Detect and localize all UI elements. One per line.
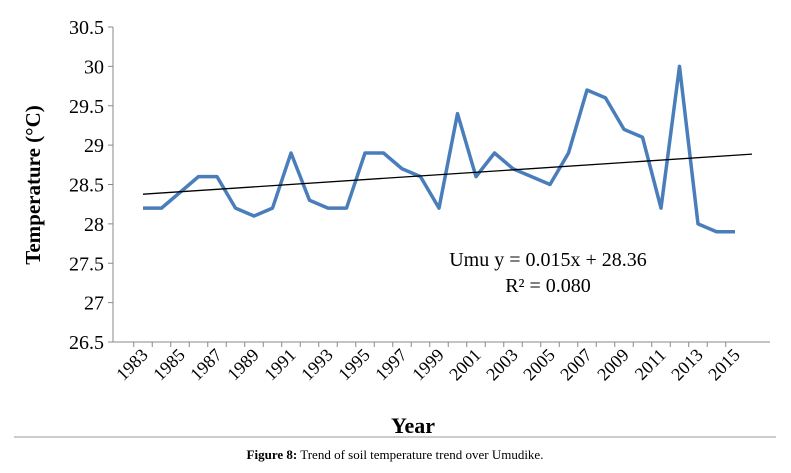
y-axis-title: Temperature (°C) [21, 105, 45, 264]
x-tick-label: 1989 [223, 345, 263, 385]
y-tick-label: 30.5 [69, 17, 104, 39]
caption: Figure 8: Trend of soil temperature tren… [247, 447, 544, 462]
trend-line [142, 153, 753, 195]
x-tick-label: 2005 [519, 345, 559, 385]
y-tick-label: 27 [84, 293, 104, 315]
x-tick-label: 2011 [631, 345, 670, 384]
x-tick-label: 1993 [297, 345, 337, 385]
x-tick-label: 1995 [334, 345, 374, 385]
y-tick-label: 28.5 [69, 175, 104, 197]
y-tick-label: 26.5 [69, 332, 104, 354]
y-tick-label: 29.5 [69, 96, 104, 118]
x-tick-label: 1987 [186, 345, 226, 385]
y-tick-label: 28 [84, 214, 104, 236]
annotation: R² = 0.080 [505, 275, 591, 297]
y-tick-label: 27.5 [69, 253, 104, 275]
x-tick-label: 2013 [667, 345, 707, 385]
x-tick-label: 1999 [408, 345, 448, 385]
y-tick-label: 29 [84, 135, 104, 157]
x-tick-label: 2015 [704, 345, 744, 385]
x-tick-label: 1991 [260, 345, 300, 385]
x-tick-label: 2009 [593, 345, 633, 385]
annotation: Umu y = 0.015x + 28.36 [449, 249, 647, 271]
caption-text: Trend of soil temperature trend over Umu… [300, 447, 543, 462]
x-tick-label: 2007 [556, 345, 596, 385]
y-tick-label: 30 [84, 56, 104, 78]
x-tick-label: 2001 [445, 345, 485, 385]
x-axis-title: Year [391, 413, 435, 438]
x-tick-label: 1997 [371, 345, 411, 385]
x-tick-label: 2003 [482, 345, 522, 385]
series-line [143, 64, 735, 234]
x-tick-label: 1983 [112, 345, 152, 385]
caption-label: Figure 8: [247, 447, 298, 462]
x-tick-label: 1985 [149, 345, 189, 385]
